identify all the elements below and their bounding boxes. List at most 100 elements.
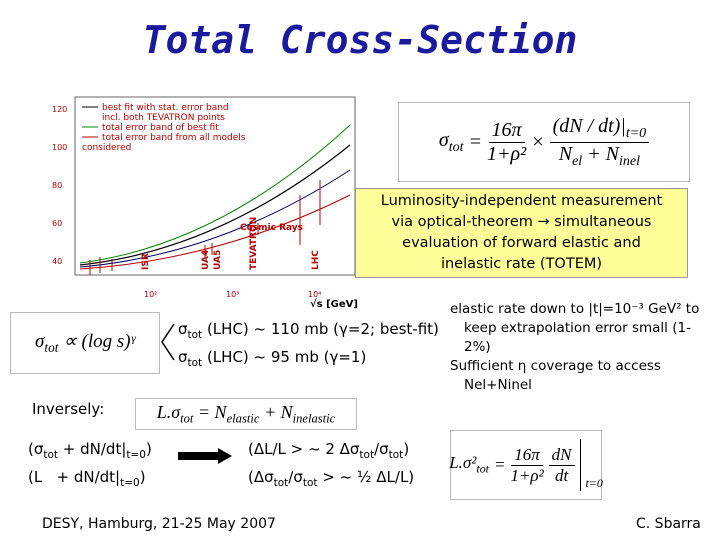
y-tick-label: 40 [52, 257, 62, 266]
denominator: dt [554, 465, 569, 485]
x-tick-label: 10³ [226, 290, 239, 299]
brace [161, 323, 175, 361]
text-line: Luminosity-independent measurement [380, 193, 663, 209]
text-part: /σ [374, 440, 389, 458]
text-part: ) [403, 440, 410, 458]
text-part: (dN / dt)| [552, 114, 626, 137]
arrow [178, 448, 232, 464]
y-tick-label: 120 [52, 105, 67, 114]
plot-annotation: Cosmic Rays [240, 223, 303, 233]
lhc-line: σtot (LHC) ~ 95 mb (γ=1) [178, 348, 366, 369]
text-part: σ [35, 331, 45, 353]
error-band [79, 194, 351, 270]
plot-annotation: UA5 [213, 250, 223, 270]
subscript: tot [302, 477, 318, 489]
denominator: 1+ρ² [510, 465, 544, 485]
subscript: tot [388, 449, 404, 461]
subscript: t=0 [585, 476, 603, 490]
y-tick-label: 100 [52, 143, 67, 152]
formula-lhs: σtot [439, 129, 464, 156]
text-part: L.σ² [449, 453, 477, 473]
subscript: el [572, 153, 583, 169]
subscript: tot [476, 461, 489, 476]
subscript: elastic [226, 411, 260, 426]
text-part: (LHC) ~ 95 mb (γ=1) [202, 348, 367, 366]
subscript: tot [448, 139, 464, 155]
denominator: 1+ρ² [486, 142, 527, 165]
text-part: ∝ (log s)ᵞ [58, 331, 135, 353]
formula-box: σtot ∝ (log s)ᵞ [10, 312, 160, 374]
text-part: σ [178, 348, 188, 366]
formula: L.σtot = Nelastic + Ninelastic [157, 402, 336, 427]
relation: (L + dN/dt|t=0) [28, 468, 146, 489]
text-line: evaluation of forward elastic and [402, 235, 641, 251]
text-part: + dN/dt| [58, 440, 127, 458]
numerator: 16π [488, 119, 525, 143]
title: Total Cross-Section [142, 18, 578, 62]
fit-curve [79, 169, 351, 268]
subscript: inel [619, 153, 641, 169]
subscript: tot [187, 329, 203, 341]
legend-label: total error band from all models [102, 133, 246, 143]
denominator: Nel + Ninel [559, 143, 640, 170]
x-tick-label: 10⁴ [308, 290, 321, 299]
text-part: L.σ [156, 401, 181, 422]
subscript: t=0 [625, 125, 647, 141]
y-tick-label: 60 [52, 219, 62, 228]
subscript: t=0 [120, 477, 140, 489]
data-points [89, 180, 321, 275]
subscript: tot [43, 449, 59, 461]
plot-annotation: LHC [311, 250, 321, 270]
luminosity-box: Luminosity-independent measurement via op… [355, 188, 688, 278]
formula: σtot ∝ (log s)ᵞ [35, 330, 135, 356]
formula-op: × [531, 130, 545, 153]
error-band [79, 124, 351, 264]
relation: (ΔL/L > ~ 2 Δσtot/σtot) [248, 440, 409, 461]
text-part: (Δσ [248, 468, 274, 486]
text-part: σ [438, 128, 449, 151]
subscript: tot [44, 339, 59, 355]
text-part: (ΔL/L > ~ 2 Δσ [248, 440, 360, 458]
footer-author: C. Sbarra [636, 516, 701, 532]
formula-eq: = [493, 455, 506, 474]
formula-box: L.σ²tot = 16π 1+ρ² dN dt t=0 [449, 430, 603, 500]
plot-frame [74, 96, 356, 276]
legend-label: best fit with stat. error band [102, 103, 229, 113]
y-tick-label: 80 [52, 181, 62, 190]
subscript: tot [180, 411, 194, 426]
footer-event: DESY, Hamburg, 21-25 May 2007 [42, 516, 276, 532]
legend-label: incl. both TEVATRON points [102, 113, 225, 123]
text-part: ) [139, 468, 146, 486]
relation: (σtot + dN/dt|t=0) [28, 440, 152, 461]
fit-curve [79, 144, 351, 266]
text-part: > ~ ½ ΔL/L) [317, 468, 415, 486]
text-part: + N [582, 142, 620, 165]
text-part: (LHC) ~ 110 mb (γ=2; best-fit) [202, 320, 439, 338]
text-part: σ [178, 320, 188, 338]
bullet: Sufficient η coverage to access Nel+Nine… [450, 358, 661, 393]
legend-label: total error band of best fit [102, 123, 219, 133]
text-part: N [558, 142, 573, 165]
legend-label: considered [82, 143, 131, 153]
numerator: 16π [511, 445, 543, 466]
plot-annotation: UA4 [201, 250, 211, 270]
numerator: dN [548, 445, 575, 466]
text-part: = N [193, 401, 227, 422]
text-part: (L + dN/dt| [28, 468, 121, 486]
text-part: + N [259, 401, 293, 422]
bullet: elastic rate down to |t|=10⁻³ GeV² to ke… [450, 301, 700, 355]
subscript: tot [359, 449, 375, 461]
formula-box: L.σtot = Nelastic + Ninelastic [135, 398, 357, 430]
label: Inversely: [32, 400, 105, 418]
subscript: t=0 [126, 449, 146, 461]
lhc-line: σtot (LHC) ~ 110 mb (γ=2; best-fit) [178, 320, 439, 341]
formula-eq: = [468, 130, 482, 153]
text-part: ) [146, 440, 152, 458]
bullet-list: elastic rate down to |t|=10⁻³ GeV² to ke… [450, 300, 710, 395]
formula-box: σtot = 16π 1+ρ² × (dN / dt)|t=0 Nel + Nine… [398, 102, 690, 182]
text-line: inelastic rate (TOTEM) [440, 256, 603, 272]
numerator: (dN / dt)|t=0 [549, 114, 650, 143]
subscript: tot [187, 357, 203, 369]
